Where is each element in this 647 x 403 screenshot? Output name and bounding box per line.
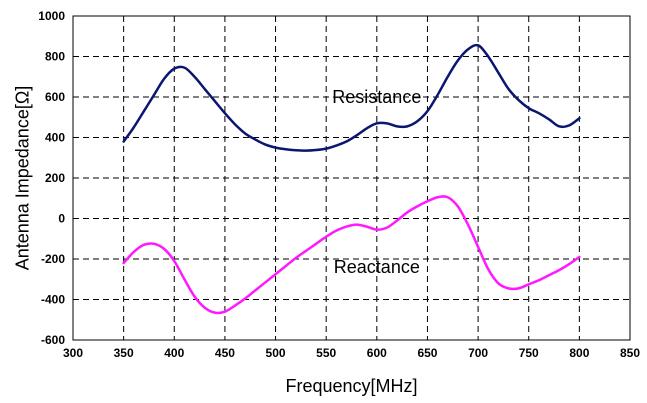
x-tick-label: 700 [468,346,488,360]
x-axis-title: Frequency[MHz] [285,376,417,396]
series-line-resistance [122,43,581,152]
x-tick-label: 750 [519,346,539,360]
y-axis-title: Antenna Impedance[Ω] [12,86,32,271]
x-tick-label: 350 [114,346,134,360]
x-tick-label: 300 [63,346,83,360]
x-tick-label: 850 [620,346,640,360]
y-tick-label: 200 [45,171,65,185]
annotation-layer: Resistance Reactance [332,87,421,277]
grid-layer [73,16,630,340]
y-tick-label: -200 [41,252,65,266]
y-tick-label: 1000 [38,9,65,23]
x-tick-label: 450 [215,346,235,360]
tick-label-layer: 300 350 400 450 500 550 600 650 700 750 800 850 -600… [38,9,640,360]
y-tick-label: 800 [45,50,65,64]
x-tick-label: 600 [367,346,387,360]
x-tick-label: 400 [164,346,184,360]
plot-frame [72,15,631,341]
y-tick-label: 400 [45,131,65,145]
y-tick-label: 0 [58,212,65,226]
series-line-reactance [122,195,581,315]
annotation-reactance: Reactance [334,257,420,277]
y-tick-label: 600 [45,90,65,104]
x-tick-label: 500 [266,346,286,360]
x-tick-label: 550 [316,346,336,360]
x-tick-label: 800 [569,346,589,360]
y-tick-label: -400 [41,293,65,307]
annotation-resistance: Resistance [332,87,421,107]
series-layer [122,43,581,315]
x-tick-label: 650 [417,346,437,360]
y-tick-label: -600 [41,333,65,347]
